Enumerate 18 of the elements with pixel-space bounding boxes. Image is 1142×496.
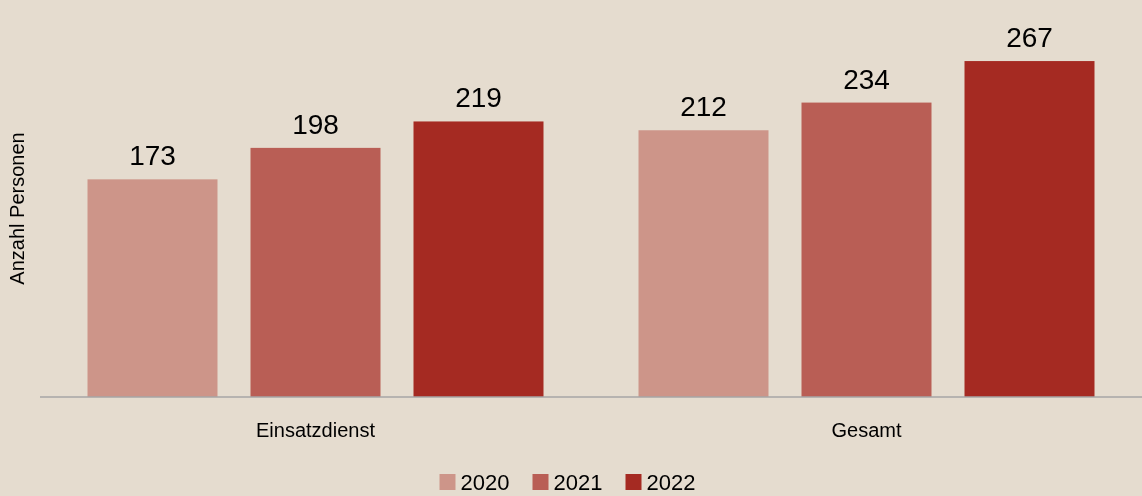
bar <box>638 130 769 397</box>
data-label: 234 <box>843 63 890 95</box>
data-label: 198 <box>292 108 339 140</box>
legend-label: 2021 <box>553 470 603 495</box>
data-label: 267 <box>1006 22 1053 54</box>
bar <box>87 179 218 397</box>
x-tick-label: Gesamt <box>831 419 902 441</box>
legend-label: 2020 <box>460 470 510 495</box>
data-label: 219 <box>455 82 502 114</box>
y-axis-title: Anzahl Personen <box>6 132 28 285</box>
bar <box>413 121 544 397</box>
bar <box>801 102 932 397</box>
data-label: 212 <box>680 91 727 123</box>
bar <box>964 61 1095 397</box>
x-tick-label: Einsatzdienst <box>256 419 376 441</box>
legend-label: 2022 <box>646 470 696 495</box>
data-label: 173 <box>129 140 176 172</box>
bar <box>250 147 381 397</box>
